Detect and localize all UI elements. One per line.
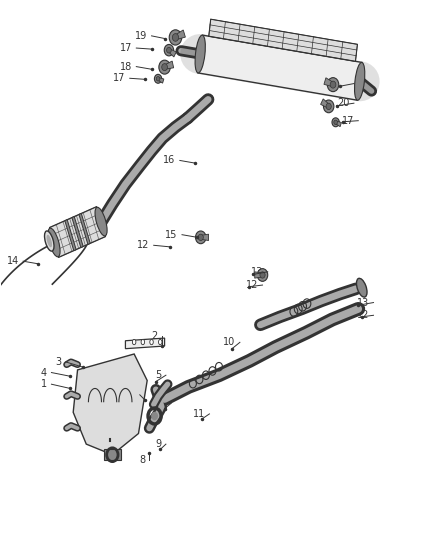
Polygon shape: [175, 30, 185, 39]
Text: 17: 17: [342, 116, 354, 126]
Text: 13: 13: [251, 267, 263, 277]
Text: 20: 20: [337, 98, 350, 108]
Polygon shape: [79, 213, 90, 244]
Circle shape: [332, 118, 339, 127]
Text: 14: 14: [7, 256, 19, 266]
Text: 12: 12: [137, 240, 149, 251]
Text: 15: 15: [165, 230, 178, 240]
Text: 12: 12: [357, 310, 369, 320]
Polygon shape: [158, 77, 164, 83]
Text: 9: 9: [155, 439, 162, 449]
Text: 10: 10: [223, 337, 236, 348]
Circle shape: [159, 60, 170, 74]
Ellipse shape: [48, 228, 60, 257]
Circle shape: [260, 272, 265, 278]
Circle shape: [198, 234, 203, 240]
Circle shape: [155, 74, 162, 83]
Polygon shape: [209, 19, 357, 61]
Polygon shape: [198, 35, 362, 100]
Circle shape: [169, 30, 182, 45]
Ellipse shape: [45, 231, 54, 251]
Polygon shape: [321, 99, 329, 108]
Circle shape: [334, 120, 337, 125]
Text: 17: 17: [120, 43, 132, 53]
Ellipse shape: [354, 62, 365, 100]
Text: 18: 18: [120, 62, 132, 71]
Polygon shape: [65, 220, 76, 251]
Ellipse shape: [95, 207, 107, 236]
Text: 13: 13: [357, 297, 369, 308]
Ellipse shape: [357, 278, 367, 297]
Circle shape: [151, 412, 158, 420]
Circle shape: [195, 231, 206, 244]
Polygon shape: [168, 49, 176, 57]
Circle shape: [257, 269, 268, 281]
Polygon shape: [73, 354, 147, 455]
Polygon shape: [125, 338, 165, 349]
Polygon shape: [104, 449, 121, 460]
Polygon shape: [164, 61, 173, 69]
Text: 5: 5: [155, 370, 162, 380]
Circle shape: [323, 100, 334, 113]
Ellipse shape: [141, 340, 145, 345]
Text: 11: 11: [193, 409, 205, 419]
Circle shape: [162, 63, 167, 71]
Text: 3: 3: [55, 357, 61, 367]
Text: 1: 1: [41, 379, 47, 389]
Circle shape: [166, 47, 171, 53]
Ellipse shape: [195, 35, 205, 73]
Polygon shape: [201, 234, 208, 240]
Circle shape: [164, 44, 173, 56]
Polygon shape: [72, 216, 83, 247]
Text: 8: 8: [139, 455, 145, 465]
Ellipse shape: [46, 235, 52, 247]
Polygon shape: [324, 78, 334, 86]
Polygon shape: [335, 121, 341, 127]
Text: 4: 4: [41, 368, 47, 377]
Text: 16: 16: [163, 156, 176, 165]
Text: 7: 7: [160, 398, 167, 408]
Ellipse shape: [159, 340, 162, 345]
Text: 6: 6: [129, 390, 135, 400]
Ellipse shape: [132, 340, 136, 345]
Text: 12: 12: [246, 280, 258, 290]
Text: 19: 19: [135, 31, 147, 41]
Circle shape: [327, 78, 339, 92]
Circle shape: [156, 77, 160, 81]
Text: 21: 21: [337, 78, 350, 88]
Circle shape: [326, 103, 331, 110]
Circle shape: [172, 34, 179, 41]
Text: 2: 2: [151, 332, 157, 342]
Circle shape: [330, 81, 336, 88]
Text: 17: 17: [113, 73, 125, 83]
Polygon shape: [254, 272, 262, 278]
Polygon shape: [49, 207, 106, 257]
Ellipse shape: [150, 340, 153, 345]
